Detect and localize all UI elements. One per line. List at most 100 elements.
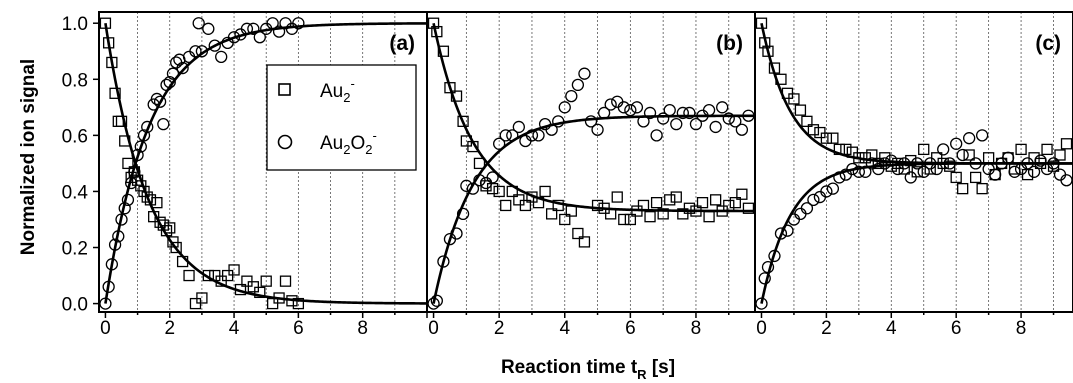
au2o2-point bbox=[108, 238, 122, 251]
au2o2-point bbox=[578, 67, 591, 80]
au2o2-point bbox=[571, 78, 585, 92]
au2-point bbox=[202, 269, 214, 282]
au2o2-point bbox=[833, 171, 846, 184]
au2o2-point bbox=[519, 134, 532, 148]
au2o2-point bbox=[266, 17, 279, 30]
au2o2-point bbox=[247, 22, 260, 35]
au2o2-point bbox=[532, 129, 545, 142]
au2o2-point bbox=[657, 112, 670, 125]
au2-point bbox=[486, 182, 499, 195]
au2-point bbox=[164, 222, 176, 234]
au2-point bbox=[183, 269, 195, 282]
au2-point bbox=[775, 73, 787, 85]
legend-entry-au2o2: Au2O2- bbox=[277, 128, 377, 157]
au2-point bbox=[840, 143, 852, 156]
au2-point bbox=[1008, 163, 1021, 175]
au2-point bbox=[112, 115, 124, 127]
au2-point bbox=[99, 17, 112, 29]
x-tick-label: 2 bbox=[494, 318, 505, 339]
x-tick-label: 0 bbox=[428, 318, 439, 339]
au2-point bbox=[1021, 168, 1034, 181]
au2-point bbox=[833, 143, 846, 156]
au2o2-point bbox=[683, 106, 696, 120]
au2-point bbox=[160, 225, 173, 237]
au2-point bbox=[102, 37, 115, 49]
au2o2-point bbox=[846, 162, 859, 176]
legend-label: Au2- bbox=[320, 76, 355, 105]
au2o2-point bbox=[988, 168, 1002, 181]
au2o2-point bbox=[499, 129, 512, 142]
au2o2-point bbox=[134, 140, 147, 153]
panel-label: (a) bbox=[389, 32, 415, 55]
au2-point bbox=[467, 140, 479, 153]
au2-point bbox=[950, 171, 962, 184]
au2o2-point bbox=[807, 193, 820, 207]
au2o2-point bbox=[956, 148, 969, 162]
au2o2-point bbox=[611, 95, 624, 108]
au2-point bbox=[1060, 138, 1073, 150]
au2o2-point bbox=[950, 137, 963, 150]
au2-point bbox=[437, 45, 450, 57]
au2o2-point bbox=[1053, 168, 1067, 181]
au2-point bbox=[885, 160, 897, 172]
au2-point bbox=[736, 188, 748, 200]
au2o2-point bbox=[878, 157, 891, 170]
panel-label: (c) bbox=[1035, 32, 1061, 55]
au2o2-point bbox=[716, 101, 729, 114]
au2o2-point bbox=[742, 109, 755, 122]
au2o2-point bbox=[121, 193, 135, 207]
au2o2-point bbox=[545, 123, 558, 136]
au2-point bbox=[650, 197, 663, 209]
au2-point bbox=[565, 205, 577, 217]
au2o2-point bbox=[591, 123, 604, 136]
au2o2-point bbox=[969, 157, 982, 170]
x-tick-label: 2 bbox=[164, 318, 175, 339]
au2-point bbox=[176, 255, 189, 268]
au2o2-point bbox=[253, 31, 266, 44]
au2o2-point bbox=[930, 162, 943, 176]
au2o2-point bbox=[456, 207, 470, 221]
au2o2-point bbox=[189, 45, 202, 58]
x-tick-label: 4 bbox=[559, 318, 570, 339]
au2o2-point bbox=[292, 17, 305, 30]
au2o2-point bbox=[115, 213, 128, 226]
au2o2-point bbox=[128, 165, 141, 178]
legend-circle-marker bbox=[277, 134, 293, 150]
au2-point bbox=[637, 199, 650, 212]
au2o2-point bbox=[137, 129, 151, 142]
au2-point bbox=[450, 90, 463, 102]
au2-point bbox=[1041, 143, 1053, 156]
au2o2-point bbox=[215, 50, 228, 64]
au2o2-point bbox=[460, 179, 473, 192]
au2o2-point bbox=[630, 101, 644, 114]
au2-point bbox=[788, 93, 800, 105]
au2o2-point bbox=[105, 258, 119, 271]
au2o2-point bbox=[437, 255, 450, 268]
x-tick-label: 8 bbox=[357, 318, 368, 339]
au2o2-point bbox=[166, 67, 180, 80]
legend-label: Au2O2- bbox=[320, 128, 377, 157]
legend: Au2- Au2O2- bbox=[266, 64, 417, 171]
panel-b: 0 2 4 6 8 (b) bbox=[426, 11, 756, 339]
au2o2-point bbox=[182, 50, 196, 64]
y-tick-label: 0.4 bbox=[62, 182, 89, 203]
au2-point bbox=[970, 171, 982, 184]
au2-point bbox=[794, 104, 807, 116]
au2-point bbox=[976, 182, 988, 195]
au2-point bbox=[866, 149, 878, 161]
au2o2-point bbox=[466, 182, 480, 195]
au2o2-point bbox=[272, 25, 286, 38]
au2o2-point bbox=[153, 95, 167, 108]
au2o2-point bbox=[565, 89, 578, 103]
au2-point bbox=[905, 154, 917, 167]
au2o2-point bbox=[702, 103, 716, 117]
au2o2-point bbox=[722, 112, 735, 125]
au2o2-point bbox=[141, 120, 154, 134]
au2-point bbox=[151, 197, 163, 209]
au2-point bbox=[664, 194, 676, 206]
au2o2-point bbox=[125, 176, 138, 190]
x-tick-label: 8 bbox=[691, 318, 702, 339]
au2o2-point bbox=[285, 22, 299, 35]
au2o2-point bbox=[670, 117, 683, 131]
